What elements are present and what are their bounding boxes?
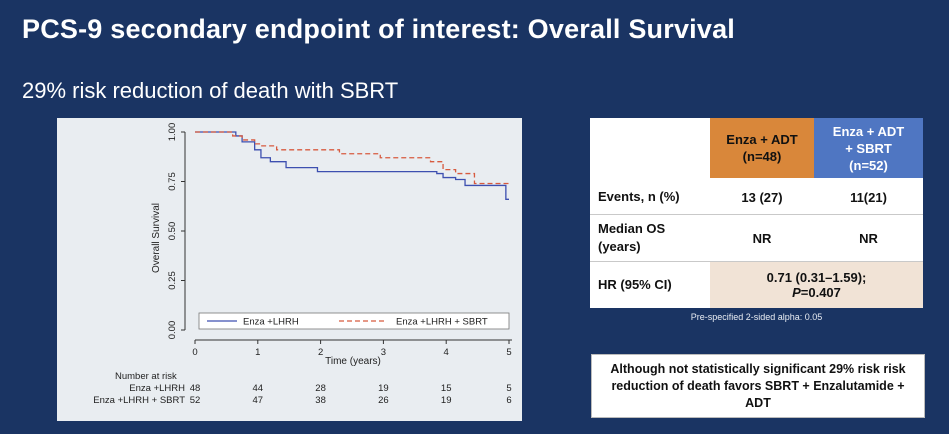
- risk-count: 52: [190, 395, 201, 406]
- os-summary-table: Enza + ADT (n=48) Enza + ADT + SBRT (n=5…: [590, 118, 923, 308]
- median-sbrt-value: NR: [859, 230, 878, 246]
- risk-row-label-enza: Enza +LHRH: [129, 383, 185, 394]
- y-tick-label: 0.50: [167, 222, 178, 241]
- risk-count: 19: [378, 383, 389, 394]
- col-header-enza-line2: (n=48): [742, 149, 782, 164]
- hr-p-letter: P: [792, 285, 801, 300]
- km-plot-panel: 0.00 0.25 0.50 0.75 1.00 0 1 2 3 4 5 Overall Surv…: [57, 118, 522, 421]
- risk-count: 15: [441, 383, 452, 394]
- risk-count: 47: [253, 395, 264, 406]
- col-header-enza-line1: Enza + ADT: [726, 132, 798, 147]
- hr-cell-background: [710, 262, 923, 308]
- km-curve-enza-lhrh: [195, 131, 509, 200]
- km-chart: 0.00 0.25 0.50 0.75 1.00 0 1 2 3 4 5 Overall Surv…: [93, 123, 512, 406]
- x-axis-label: Time (years): [325, 356, 381, 367]
- y-tick-label: 0.00: [167, 321, 178, 340]
- callout-text: Although not statistically significant 2…: [610, 361, 906, 410]
- x-tick-label: 5: [506, 347, 511, 358]
- slide-title: PCS-9 secondary endpoint of interest: Ov…: [22, 14, 735, 44]
- x-tick-label: 4: [444, 347, 449, 358]
- risk-count: 6: [506, 395, 511, 406]
- y-tick-label: 0.75: [167, 172, 178, 191]
- table-divider: [590, 214, 923, 215]
- table-row-events: Events, n (%) 13 (27) 11(21): [590, 180, 923, 214]
- row-label-median-line1: Median OS: [598, 221, 666, 236]
- y-ticks: 0.00 0.25 0.50 0.75 1.00: [167, 123, 185, 340]
- y-tick-label: 0.25: [167, 271, 178, 290]
- hr-p-value: =0.407: [800, 285, 841, 300]
- row-label-hr: HR (95% CI): [598, 277, 672, 292]
- col-header-sbrt-line2: + SBRT: [845, 140, 892, 156]
- row-label-median-line2: (years): [598, 239, 641, 254]
- risk-count: 26: [378, 395, 389, 406]
- col-header-enza-adt-sbrt: Enza + ADT + SBRT (n=52): [814, 118, 923, 178]
- y-tick-label: 1.00: [167, 123, 178, 142]
- row-label-events: Events, n (%): [598, 189, 680, 204]
- hr-ci-text: 0.71 (0.31–1.59);: [766, 270, 867, 285]
- risk-count: 5: [506, 383, 511, 394]
- risk-count: 28: [315, 383, 326, 394]
- col-header-enza-adt: Enza + ADT (n=48): [710, 118, 814, 178]
- x-tick-label: 3: [381, 347, 386, 358]
- risk-row-label-sbrt: Enza +LHRH + SBRT: [93, 395, 185, 406]
- x-tick-label: 1: [255, 347, 260, 358]
- hr-value: 0.71 (0.31–1.59); P=0.407: [710, 262, 923, 308]
- x-tick-label: 2: [318, 347, 323, 358]
- events-sbrt-value: 11(21): [850, 189, 887, 205]
- risk-count: 38: [315, 395, 326, 406]
- table-row-median-os: Median OS (years) NR NR: [590, 215, 923, 261]
- median-enza-value: NR: [752, 230, 772, 246]
- legend-box: [198, 312, 510, 330]
- col-header-sbrt-line1: Enza + ADT: [832, 123, 905, 139]
- alpha-footnote: Pre-specified 2-sided alpha: 0.05: [690, 312, 823, 322]
- legend-label-sbrt: Enza +LHRH + SBRT: [396, 317, 488, 328]
- conclusion-callout: Although not statistically significant 2…: [591, 354, 925, 418]
- x-ticks: 0 1 2 3 4 5: [192, 340, 512, 358]
- survival-curves: [195, 131, 509, 200]
- y-axis-label: Overall Survival: [151, 203, 162, 273]
- risk-counts: 48 44 28 19 15 552 47 38 26 19 6: [190, 383, 512, 406]
- x-tick-label: 0: [192, 347, 197, 358]
- table-divider: [590, 261, 923, 262]
- table-row-hr: HR (95% CI) 0.71 (0.31–1.59); P=0.407: [590, 262, 923, 308]
- slide-subtitle: 29% risk reduction of death with SBRT: [22, 78, 399, 103]
- risk-table-heading: Number at risk: [115, 371, 177, 382]
- col-header-sbrt-line3: (n=52): [849, 157, 888, 173]
- row-label-median-os: Median OS (years): [598, 215, 665, 261]
- risk-count: 48: [190, 383, 201, 394]
- legend-label-enza: Enza +LHRH: [243, 317, 299, 328]
- risk-count: 19: [441, 395, 452, 406]
- risk-count: 44: [253, 383, 264, 394]
- events-enza-value: 13 (27): [741, 189, 783, 205]
